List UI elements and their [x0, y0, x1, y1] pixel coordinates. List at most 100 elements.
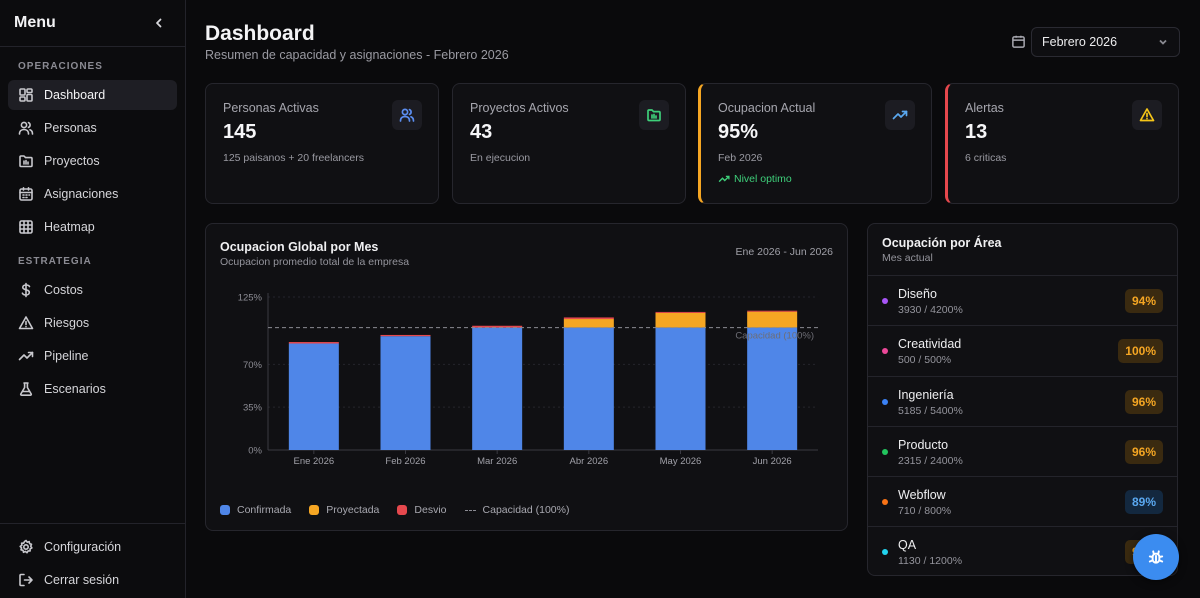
- page-title: Dashboard: [205, 22, 315, 45]
- chevron-left-icon: [156, 18, 162, 28]
- sidebar-item-riesgos[interactable]: Riesgos: [8, 308, 177, 338]
- month-select-value: Febrero 2026: [1042, 35, 1118, 49]
- bug-icon: [1148, 550, 1164, 564]
- sidebar-item-costos[interactable]: Costos: [8, 275, 177, 305]
- y-tick-label: 125%: [238, 293, 263, 304]
- kpi-note: 6 criticas: [965, 152, 1007, 164]
- area-name: Ingeniería: [898, 387, 954, 402]
- legend-swatch: [397, 505, 408, 515]
- area-badge: 100%: [1118, 339, 1163, 364]
- sidebar-header: Menu: [0, 0, 185, 47]
- area-row[interactable]: Creatividad 500 / 500% 100%: [868, 326, 1177, 377]
- kpi-label: Personas Activas: [223, 101, 319, 115]
- bar-confirmada: [655, 327, 706, 450]
- sidebar: Menu OPERACIONES Dashboard Personas Proy…: [0, 0, 186, 598]
- area-row[interactable]: Webflow 710 / 800% 89%: [868, 477, 1177, 528]
- bar-confirmada: [380, 336, 431, 450]
- area-row[interactable]: Diseño 3930 / 4200% 94%: [868, 276, 1177, 327]
- folder-icon: [18, 153, 34, 169]
- kpi-label: Alertas: [965, 101, 1004, 115]
- sidebar-item-label: Dashboard: [44, 88, 106, 102]
- legend-item-proyectada[interactable]: Proyectada: [309, 504, 379, 516]
- legend-item-confirmada[interactable]: Confirmada: [220, 504, 291, 516]
- sidebar-item-configuracion[interactable]: Configuración: [8, 532, 177, 562]
- area-row[interactable]: Producto 2315 / 2400% 96%: [868, 427, 1177, 478]
- kpi-value: 95%: [718, 121, 759, 143]
- bar-desvio: [655, 311, 706, 313]
- month-select[interactable]: Febrero 2026: [1031, 27, 1180, 57]
- sidebar-item-label: Cerrar sesión: [44, 573, 120, 587]
- area-list: Diseño 3930 / 4200% 94% Creatividad 500 / 5…: [868, 275, 1177, 575]
- area-name: Diseño: [898, 287, 937, 301]
- kpi-value: 13: [965, 121, 988, 143]
- sidebar-section-operaciones: OPERACIONES: [18, 61, 103, 72]
- bar-confirmada: [563, 327, 614, 450]
- legend-label: Capacidad (100%): [482, 504, 570, 516]
- area-value: 5185 / 5400%: [898, 404, 963, 417]
- sidebar-item-pipeline[interactable]: Pipeline: [8, 341, 177, 371]
- area-value: 1130 / 1200%: [898, 555, 963, 568]
- kpi-trend: Nivel optimo: [718, 173, 914, 185]
- x-tick-label: Abr 2026: [570, 456, 609, 467]
- y-tick-label: 70%: [243, 360, 263, 371]
- flask-icon: [18, 381, 34, 397]
- users-icon: [18, 120, 34, 136]
- calendar-icon: [1011, 34, 1026, 49]
- collapse-sidebar-button[interactable]: [149, 13, 169, 33]
- warning-icon: [1132, 100, 1162, 130]
- area-name: Webflow: [898, 488, 946, 503]
- area-dot: [882, 398, 888, 405]
- users-icon: [392, 100, 422, 130]
- sidebar-item-heatmap[interactable]: Heatmap: [8, 212, 177, 242]
- x-tick-label: May 2026: [660, 456, 702, 467]
- area-value: 2315 / 2400%: [898, 454, 963, 467]
- sidebar-item-dashboard[interactable]: Dashboard: [8, 80, 177, 110]
- area-value: 710 / 800%: [898, 505, 952, 518]
- sidebar-item-label: Pipeline: [44, 349, 89, 363]
- kpi-note: En ejecucion: [470, 152, 531, 164]
- sidebar-item-personas[interactable]: Personas: [8, 113, 177, 143]
- sidebar-item-label: Proyectos: [44, 154, 100, 168]
- sidebar-item-escenarios[interactable]: Escenarios: [8, 374, 177, 404]
- x-tick-label: Ene 2026: [293, 456, 334, 467]
- gear-icon: [18, 539, 34, 555]
- kpi-label: Proyectos Activos: [470, 101, 569, 115]
- bar-proyectada: [747, 311, 798, 328]
- bar-proyectada: [655, 312, 706, 328]
- kpi-value: 145: [223, 121, 257, 143]
- kpi-value: 43: [470, 121, 493, 143]
- sidebar-item-label: Configuración: [44, 540, 122, 554]
- trend-up-icon: [885, 100, 915, 130]
- kpi-note: 125 paisanos + 20 freelancers: [223, 152, 364, 164]
- y-tick-label: 35%: [243, 403, 263, 414]
- legend-item-desvio[interactable]: Desvio: [397, 504, 447, 516]
- sidebar-item-proyectos[interactable]: Proyectos: [8, 146, 177, 176]
- kpi-note: Feb 2026: [718, 152, 763, 164]
- sidebar-item-cerrar-sesion[interactable]: Cerrar sesión: [8, 565, 177, 595]
- chart-title: Ocupacion Global por Mes: [220, 240, 379, 254]
- area-badge: 96%: [1124, 389, 1163, 414]
- area-row[interactable]: Ingeniería 5185 / 5400% 96%: [868, 377, 1177, 427]
- sidebar-item-label: Asignaciones: [44, 187, 119, 201]
- bug-report-button[interactable]: [1133, 534, 1179, 580]
- kpi-card-alertas: Alertas 13 6 criticas: [945, 83, 1179, 204]
- kpi-card-proyectos: Proyectos Activos 43 En ejecucion: [452, 83, 686, 204]
- capacity-line-label: Capacidad (100%): [735, 331, 814, 342]
- area-dot: [882, 348, 888, 355]
- area-card-subtitle: Mes actual: [882, 252, 933, 264]
- bar-desvio: [563, 317, 614, 320]
- sidebar-title: Menu: [14, 14, 56, 31]
- sidebar-item-asignaciones[interactable]: Asignaciones: [8, 179, 177, 209]
- legend-swatch: [220, 505, 230, 515]
- sidebar-item-label: Costos: [44, 283, 83, 297]
- legend-label: Desvio: [414, 504, 447, 516]
- sidebar-item-label: Personas: [44, 121, 97, 135]
- kpi-card-personas: Personas Activas 145 125 paisanos + 20 f…: [205, 83, 439, 204]
- x-tick-label: Jun 2026: [753, 456, 792, 467]
- legend-item-capacidad[interactable]: Capacidad (100%): [464, 504, 570, 516]
- bar-desvio: [747, 310, 798, 312]
- trend-up-icon: [718, 175, 730, 183]
- bar-desvio: [288, 342, 339, 344]
